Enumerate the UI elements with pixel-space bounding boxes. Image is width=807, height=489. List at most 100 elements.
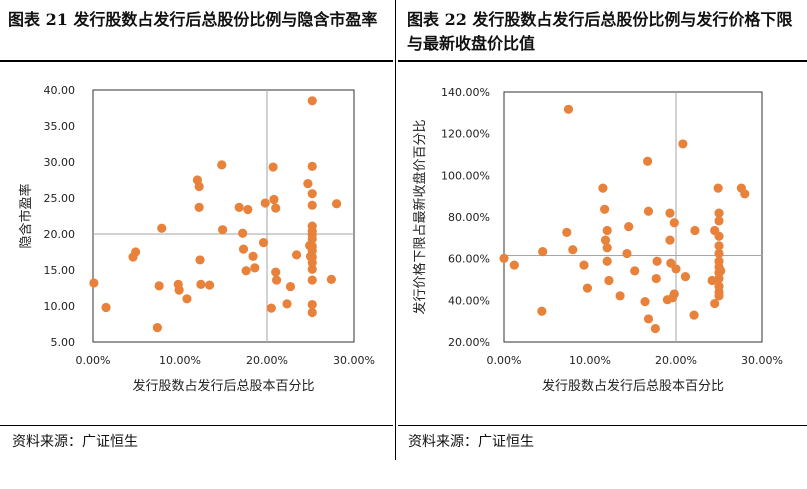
left-x-tick-label: 20.00% [246, 354, 288, 367]
left-source-note: 资料来源：广证恒生 [12, 434, 138, 450]
right-x-tick-label: 20.00% [655, 354, 697, 367]
right-data-point [600, 204, 610, 214]
right-data-point [598, 183, 608, 193]
left-data-point [285, 281, 296, 292]
bottom-rule-right [398, 425, 807, 426]
right-data-point [579, 260, 589, 270]
left-data-point [307, 96, 317, 106]
left-y-axis-label: 隐含市盈率 [18, 183, 34, 248]
left-data-point [196, 279, 206, 289]
left-y-tick-label: 10.00 [44, 300, 76, 313]
left-data-point [182, 294, 192, 304]
right-data-point [537, 306, 547, 316]
right-data-point [509, 260, 519, 270]
left-data-point [307, 258, 317, 268]
right-data-point [563, 104, 574, 114]
left-data-point [291, 250, 302, 260]
right-y-tick-label: 60.00% [448, 253, 490, 266]
right-data-point [716, 266, 726, 276]
right-figure-title: 图表 22 发行股数占发行后总股份比例与发行价格下限与最新收盘价比值 [407, 10, 793, 53]
right-data-point [714, 208, 724, 218]
left-data-point [89, 278, 99, 288]
right-data-point [600, 235, 611, 245]
left-data-point [307, 189, 317, 199]
bottom-rule-left [0, 425, 393, 426]
left-data-point [307, 245, 317, 256]
right-data-point [562, 227, 572, 237]
left-x-tick-label: 10.00% [159, 354, 201, 367]
left-y-tick-label: 40.00 [44, 84, 76, 97]
right-data-point [714, 231, 724, 241]
left-plot-frame [92, 89, 355, 343]
right-source-note: 资料来源：广证恒生 [408, 434, 534, 450]
right-data-point [710, 298, 720, 309]
right-data-point [652, 256, 662, 266]
right-data-point [624, 222, 634, 232]
right-data-point [615, 291, 625, 301]
right-y-tick-label: 120.00% [441, 128, 490, 141]
left-data-point [307, 264, 317, 274]
right-data-point [643, 314, 654, 324]
top-rule-left [0, 60, 393, 62]
left-data-point [248, 251, 258, 261]
right-data-point [690, 225, 700, 236]
right-data-point [714, 248, 724, 259]
left-data-point [260, 198, 270, 208]
left-x-axis-label: 发行股数占发行后总股本百分比 [132, 378, 314, 394]
right-y-tick-label: 100.00% [441, 169, 490, 182]
left-data-point [204, 280, 215, 290]
right-data-point [678, 139, 688, 149]
right-data-point [689, 310, 699, 320]
left-y-tick-label: 30.00 [44, 156, 76, 169]
right-data-point [671, 264, 681, 274]
right-data-point [622, 248, 632, 259]
left-data-point [271, 203, 281, 213]
right-x-tick-label: 10.00% [569, 354, 611, 367]
left-data-point [307, 234, 317, 244]
right-data-point [714, 291, 724, 301]
right-data-point [643, 206, 654, 216]
left-data-point [154, 281, 164, 291]
right-x-axis-label: 发行股数占发行后总股本百分比 [542, 378, 724, 394]
right-data-point [582, 283, 593, 293]
right-y-tick-label: 40.00% [448, 294, 490, 307]
left-data-point [271, 267, 281, 277]
left-data-point [157, 223, 167, 233]
right-data-point [665, 235, 675, 245]
right-data-point [714, 216, 724, 226]
right-data-point [602, 256, 612, 266]
left-y-tick-label: 35.00 [44, 120, 76, 133]
left-data-point [271, 275, 282, 285]
right-plot-frame [503, 91, 763, 343]
left-data-point [282, 299, 292, 309]
left-data-point [234, 202, 244, 212]
left-figure-title: 图表 21 发行股数占发行后总股份比例与隐含市盈率 [8, 10, 378, 29]
left-data-point [174, 285, 184, 295]
left-data-point [217, 160, 227, 170]
right-data-point [714, 241, 724, 251]
left-data-point [243, 204, 253, 215]
left-y-tick-label: 5.00 [51, 336, 76, 349]
right-data-point [650, 323, 660, 334]
left-y-tick-label: 20.00 [44, 228, 76, 241]
left-data-point [332, 199, 342, 209]
right-data-point [538, 247, 548, 257]
left-data-point [307, 307, 317, 318]
left-y-tick-label: 25.00 [44, 192, 76, 205]
left-data-point [250, 263, 260, 273]
left-data-point [307, 299, 317, 310]
right-data-point [665, 208, 675, 218]
left-data-point [238, 244, 249, 254]
right-x-tick-label: 30.00% [741, 354, 783, 367]
left-data-point [152, 323, 162, 333]
left-data-point [303, 179, 313, 189]
right-data-point [643, 156, 653, 166]
top-rule-right [398, 60, 807, 62]
left-data-point [194, 181, 204, 192]
right-y-tick-label: 20.00% [448, 336, 490, 349]
right-data-point [602, 243, 612, 253]
right-data-point [499, 253, 509, 263]
left-data-point [326, 274, 336, 284]
right-data-point [669, 218, 679, 228]
